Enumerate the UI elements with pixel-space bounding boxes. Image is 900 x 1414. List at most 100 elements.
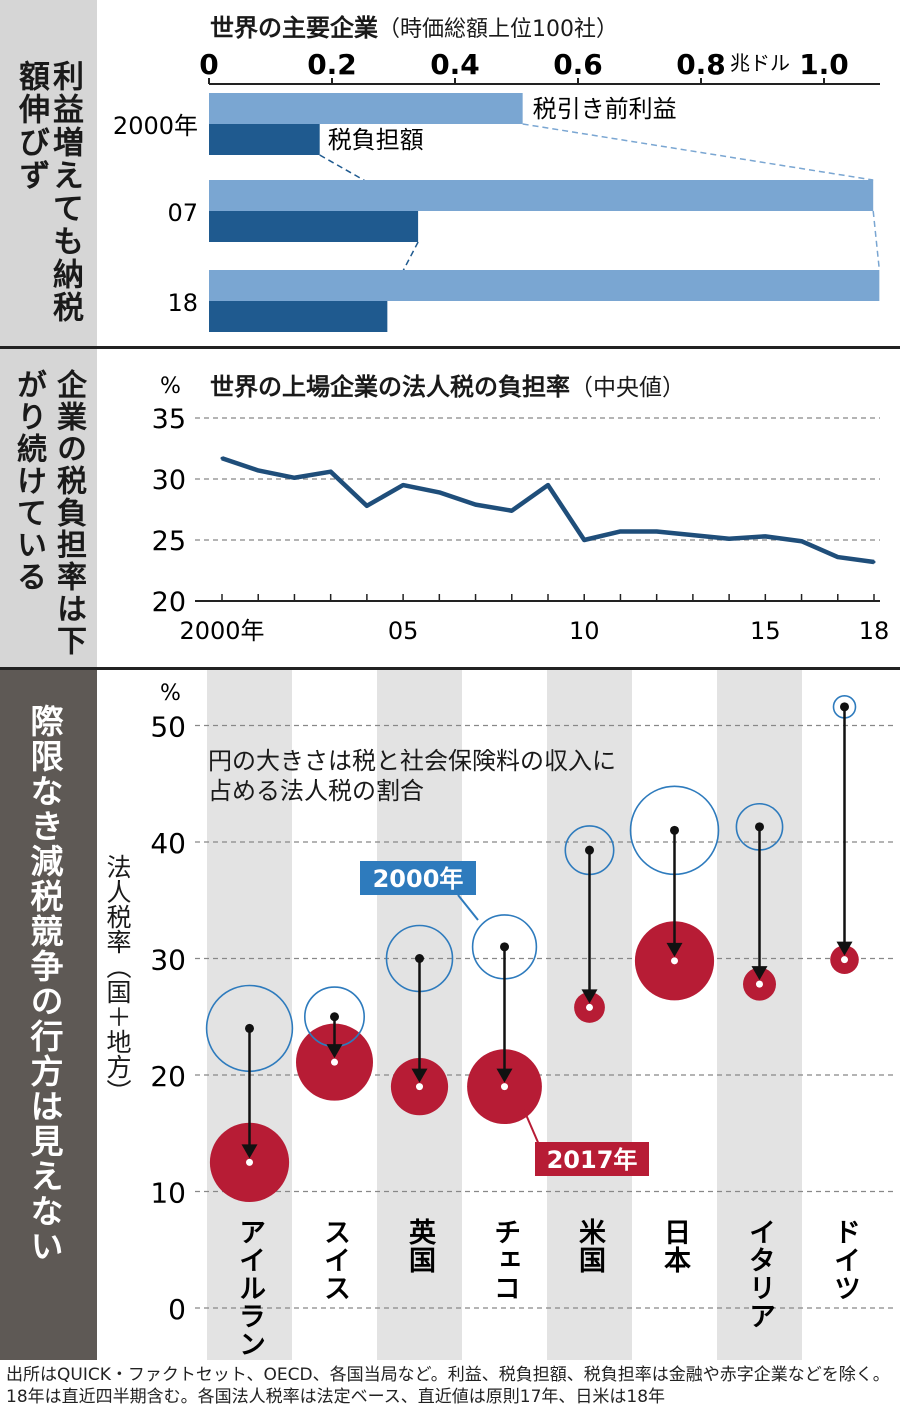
country-label: 日本 [659,1218,691,1274]
y-tick-label: 10 [150,1177,186,1210]
tax-rate-line-chart: 20 25 30 35% 2000年 05 10 15 18 [152,374,890,645]
tax-amount-bar [209,211,419,242]
panel3-side-title: 際限なき減税競争の行方は見えない [25,704,64,1264]
x-tick-label: 15 [750,617,781,645]
country-label: チェコ [489,1218,520,1302]
y-tick-label: 35 [152,404,186,435]
change-arrow-head [581,989,598,1004]
x-tick-label: 18 [859,617,890,645]
x-tick-label: 1.0 [799,48,849,81]
connector-pretax [872,210,881,271]
panel-profit-tax: 利益増えても納税額伸びず 世界の主要企業（時価総額上位100社） 0 0.2 0.4… [0,0,900,346]
data-point [836,555,840,559]
bubble-note: 円の大きさは税と社会保険料の収入に占める法人税の割合 [208,747,616,805]
pretax-profit-bar [209,270,880,301]
data-point [691,533,695,537]
pretax-profit-label: 税引き前利益 [533,95,677,123]
panel1-title: 世界の主要企業（時価総額上位100社） [210,8,618,43]
point-2000 [840,702,849,712]
country-label: イタリア [744,1218,775,1330]
country-label: ドイツ [829,1218,860,1302]
x-tick-label: 05 [388,617,419,645]
tax-amount-bar [209,124,320,155]
data-point [872,560,876,564]
badge-2000-bg [360,861,476,895]
badge-2017: 2017年 [547,1146,638,1174]
data-point [800,539,804,543]
change-arrow-head [241,1144,258,1159]
panel1-side-title: 利益増えても納税額伸びず [13,60,83,324]
panel-divider-1 [0,346,900,349]
point-2000 [500,942,509,952]
y-tick-label: 0 [168,1293,186,1326]
y-unit-label: % [160,374,181,399]
pretax-profit-bar [209,93,523,124]
x-tick-label: 2000年 [179,617,264,645]
change-arrow-head [836,941,853,956]
data-point [437,490,441,494]
panel-tax-burden: 企業の税負担率は下がり続けている 世界の上場企業の法人税の負担率（中央値） 20… [0,349,900,667]
point-2017 [841,956,848,964]
x-tick-label: 0.2 [307,48,357,81]
data-point [292,476,296,480]
data-point [329,470,333,474]
data-point [474,503,478,507]
x-tick-label: 0.8 [676,48,726,81]
point-2017 [756,980,763,988]
panel1-subtitle: （時価総額上位100社） [378,17,618,42]
data-point [655,529,659,533]
badge-2000-pointer [457,894,479,921]
y-unit-label: % [160,681,181,706]
change-arrow-head [326,1044,343,1059]
panel2-sidebar: 企業の税負担率は下がり続けている [0,349,97,667]
source-footnote: 出所はQUICK・ファクトセット、OECD、各国当局など。利益、税負担額、税負担… [6,1365,890,1407]
y-tick-label: 40 [150,827,186,860]
x-tick-label: 0 [199,48,218,81]
point-2017 [416,1083,423,1091]
column-stripe [207,670,292,1360]
pretax-profit-bar [209,180,874,211]
panel2-subtitle: （中央値） [570,375,685,401]
panel-corp-tax-rate: 際限なき減税競争の行方は見えない 0 10 20 30 40 50% アイルランド スイス 英国… [0,670,900,1360]
panel1-title-main: 世界の主要企業 [210,14,378,42]
y-tick-label: 20 [152,587,186,618]
y-tick-label: 30 [150,944,186,977]
category-label: 18 [167,289,198,317]
panel2-title-main: 世界の上場企業の法人税の負担率 [210,373,570,401]
panel3-ylabel: 法人税率（国＋地方） [103,854,132,1104]
country-label: アイルランド [234,1218,265,1360]
data-point [582,538,586,542]
point-2000 [245,1023,254,1033]
panel2-title: 世界の上場企業の法人税の負担率（中央値） [210,367,685,402]
data-point [546,483,550,487]
tax-amount-label: 税負担額 [328,126,424,154]
panel1-sidebar: 利益増えても納税額伸びず [0,0,97,346]
column-stripe [717,670,802,1360]
data-point [727,537,731,541]
data-point [365,504,369,508]
panel-divider-2 [0,667,900,670]
data-point [618,529,622,533]
point-2017 [501,1083,508,1091]
y-tick-label: 25 [152,526,186,557]
x-unit-label: 兆ドル [730,51,790,75]
change-arrow-head [751,966,768,981]
y-tick-label: 20 [150,1060,186,1093]
data-point [256,468,260,472]
point-2000 [755,822,764,832]
country-label: スイス [319,1218,350,1302]
y-tick-label: 50 [150,711,186,744]
category-label: 2000年 [113,112,198,140]
point-2000 [415,954,424,963]
change-arrow-head [496,1068,513,1083]
connector-pretax [522,123,874,181]
point-2017 [671,957,678,965]
data-point [510,509,514,513]
badge-2017-pointer [523,1109,541,1148]
tax-amount-bar [209,301,388,332]
badge-2017-bg [535,1142,649,1176]
change-arrow-head [411,1068,428,1083]
y-tick-label: 30 [152,465,186,496]
x-tick-label: 0.4 [430,48,480,81]
